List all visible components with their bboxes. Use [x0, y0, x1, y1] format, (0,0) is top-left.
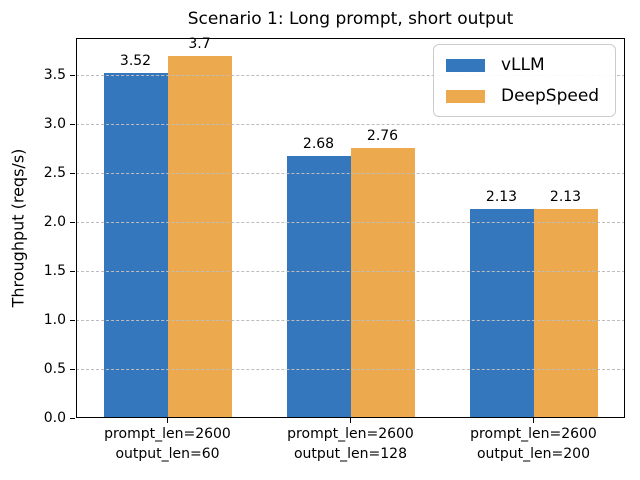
legend-swatch-deepspeed [446, 89, 485, 103]
x-tick-label-line: output_len=60 [115, 446, 220, 462]
x-tick-label-line: prompt_len=2600 [287, 426, 414, 442]
gridline [76, 320, 625, 322]
bar-value-label: 3.7 [188, 35, 211, 52]
legend-label-vllm: vLLM [501, 55, 545, 75]
y-tick-label: 3.0 [43, 116, 66, 133]
y-tick-mark [70, 123, 75, 125]
y-tick-label: 1.5 [43, 263, 66, 280]
bar-deepspeed-group3 [533, 209, 598, 418]
x-tick-label-line: output_len=200 [476, 446, 590, 462]
bar-value-label: 2.76 [366, 127, 399, 144]
legend-label-deepspeed: DeepSpeed [501, 86, 600, 106]
legend-swatch-vllm [446, 58, 485, 72]
bar-value-label: 2.68 [302, 135, 335, 152]
bar-value-label: 2.13 [485, 189, 518, 206]
y-tick-label: 0.5 [43, 361, 66, 378]
x-tick-mark [533, 418, 534, 423]
legend: vLLM DeepSpeed [433, 44, 616, 117]
bar-value-label: 2.13 [549, 189, 582, 206]
y-tick-mark [70, 270, 75, 272]
y-tick-label: 3.5 [43, 67, 66, 84]
bar-deepspeed-group1 [167, 55, 232, 418]
y-tick-mark [70, 221, 75, 223]
x-tick-label: prompt_len=2600 output_len=200 [434, 424, 634, 464]
legend-entry-vllm: vLLM [446, 55, 603, 75]
chart-title: Scenario 1: Long prompt, short output [187, 9, 514, 29]
y-tick-label: 2.5 [43, 165, 66, 182]
gridline [76, 124, 625, 126]
gridline [76, 222, 625, 224]
y-tick-mark [70, 417, 75, 419]
plot-area: vLLM DeepSpeed 3.52 3.7 2.68 2.76 2.13 2.13 [76, 35, 625, 418]
y-tick-mark [70, 319, 75, 321]
bar-vllm-group3 [469, 209, 534, 418]
y-tick-label: 1.0 [43, 312, 66, 329]
y-tick-mark [70, 74, 75, 76]
bar-vllm-group1 [103, 73, 168, 418]
y-tick-mark [70, 368, 75, 370]
gridline [76, 173, 625, 175]
x-tick-label: prompt_len=2600 output_len=128 [251, 424, 451, 464]
x-tick-mark [350, 418, 351, 423]
legend-entry-deepspeed: DeepSpeed [446, 86, 603, 106]
y-tick-label: 2.0 [43, 214, 66, 231]
x-tick-label-line: prompt_len=2600 [470, 426, 597, 442]
x-tick-label: prompt_len=2600 output_len=60 [68, 424, 268, 464]
bar-value-label: 3.52 [119, 53, 152, 70]
bar-vllm-group2 [286, 155, 351, 418]
gridline [76, 369, 625, 371]
x-tick-label-line: output_len=128 [293, 446, 407, 462]
x-tick-mark [167, 418, 168, 423]
bar-deepspeed-group2 [350, 147, 415, 418]
x-tick-label-line: prompt_len=2600 [104, 426, 231, 442]
y-tick-label: 0.0 [43, 410, 66, 426]
y-tick-mark [70, 172, 75, 174]
gridline [76, 271, 625, 273]
gridline [76, 75, 625, 77]
